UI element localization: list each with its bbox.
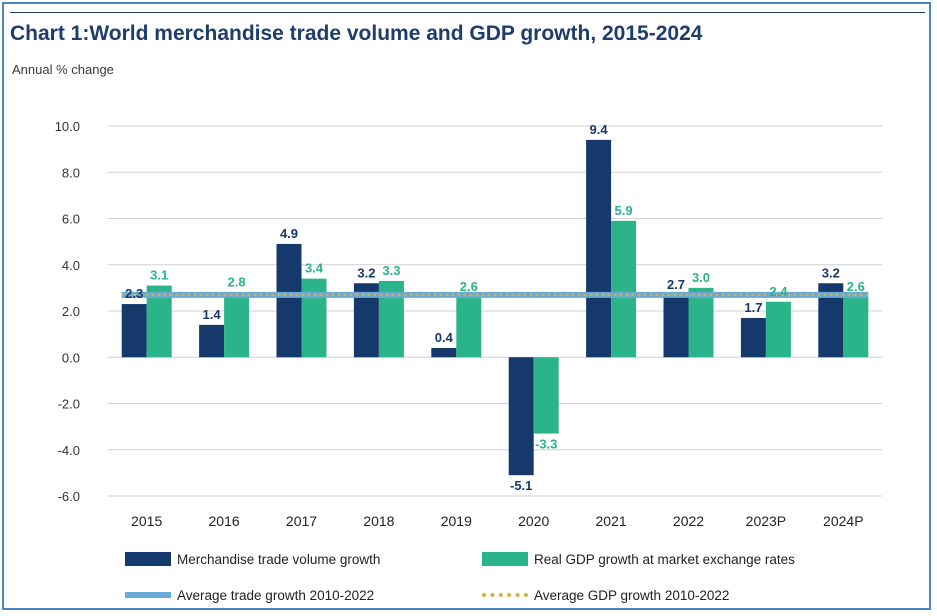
gdp-bar <box>843 297 869 358</box>
x-tick-label: 2018 <box>363 513 394 529</box>
legend-trade-label: Merchandise trade volume growth <box>177 551 381 567</box>
chart-subtitle: Annual % change <box>12 62 114 77</box>
legend-avg-trade: Average trade growth 2010-2022 <box>125 585 374 605</box>
y-tick-label: -6.0 <box>58 489 80 504</box>
trade-value-label: 2.7 <box>667 277 685 292</box>
grid-lines <box>108 125 882 497</box>
x-tick-label: 2022 <box>673 513 704 529</box>
gdp-value-label: 2.4 <box>769 284 788 299</box>
trade-bar <box>508 357 534 476</box>
x-axis-ticks: 2015 2016 2017 2018 2019 2020 2021 2022 2023P 202… <box>131 513 863 529</box>
gdp-value-label: 2.8 <box>228 275 246 290</box>
trade-value-label: 2.3 <box>125 286 143 301</box>
x-tick-label: 2021 <box>596 513 627 529</box>
trade-value-label: 0.4 <box>435 330 454 345</box>
data-labels: 2.3 3.1 1.4 2.8 4.9 3.4 3.2 3.3 0.4 2.6 -5.1 -3.3 9.… <box>125 122 865 493</box>
trade-value-label: 9.4 <box>590 122 609 137</box>
trade-value-label: 3.2 <box>822 265 840 280</box>
trade-bar <box>740 317 766 358</box>
trade-bar <box>586 139 612 358</box>
legend-trade-swatch <box>125 552 171 566</box>
trade-value-label: 1.7 <box>744 300 762 315</box>
gdp-bar <box>301 278 327 358</box>
legend-gdp-label: Real GDP growth at market exchange rates <box>534 551 795 567</box>
gdp-value-label: 3.3 <box>382 263 400 278</box>
y-tick-label: -4.0 <box>58 443 80 458</box>
gdp-value-label: 2.6 <box>847 279 865 294</box>
gdp-bar <box>688 287 714 358</box>
legend-avg-gdp-label: Average GDP growth 2010-2022 <box>534 587 730 603</box>
bars <box>121 139 869 476</box>
y-tick-label: -2.0 <box>58 397 80 412</box>
x-tick-label: 2020 <box>518 513 549 529</box>
trade-bar <box>431 348 457 358</box>
legend-trade: Merchandise trade volume growth <box>125 549 380 569</box>
chart-frame <box>2 2 931 610</box>
gdp-bar <box>765 301 791 358</box>
gdp-value-label: 3.0 <box>692 270 710 285</box>
x-tick-label: 2017 <box>286 513 317 529</box>
trade-bar <box>663 294 689 358</box>
x-tick-label: 2019 <box>441 513 472 529</box>
legend-avg-gdp-swatch <box>482 593 528 597</box>
x-tick-label: 2023P <box>746 513 786 529</box>
y-tick-label: 6.0 <box>62 212 80 227</box>
legend-avg-trade-swatch <box>125 592 171 598</box>
gdp-bar <box>533 357 559 434</box>
chart-title: Chart 1:World merchandise trade volume a… <box>10 22 703 45</box>
x-tick-label: 2024P <box>823 513 863 529</box>
trade-value-label: -5.1 <box>510 478 532 493</box>
gdp-bar <box>456 297 482 358</box>
gdp-value-label: 5.9 <box>615 203 633 218</box>
gdp-value-label: 3.1 <box>150 268 168 283</box>
trade-bar <box>276 243 302 358</box>
y-tick-label: 2.0 <box>62 304 80 319</box>
gdp-value-label: -3.3 <box>535 437 557 452</box>
trade-value-label: 4.9 <box>280 226 298 241</box>
y-tick-label: 10.0 <box>55 119 80 134</box>
legend-gdp: Real GDP growth at market exchange rates <box>482 549 795 569</box>
legend-avg-gdp: Average GDP growth 2010-2022 <box>482 585 729 605</box>
y-tick-label: 8.0 <box>62 165 80 180</box>
x-tick-label: 2015 <box>131 513 162 529</box>
trade-bar <box>121 304 147 358</box>
legend-gdp-swatch <box>482 552 528 566</box>
gdp-value-label: 3.4 <box>305 261 324 276</box>
x-tick-label: 2016 <box>209 513 240 529</box>
y-axis-ticks: -6.0 -4.0 -2.0 0.0 2.0 4.0 6.0 8.0 10.0 <box>55 119 80 504</box>
trade-bar <box>199 324 225 358</box>
y-tick-label: 4.0 <box>62 258 80 273</box>
y-tick-label: 0.0 <box>62 350 80 365</box>
legend-avg-trade-label: Average trade growth 2010-2022 <box>177 587 375 603</box>
top-rule <box>10 12 925 13</box>
gdp-bar <box>224 292 250 358</box>
trade-value-label: 1.4 <box>203 307 222 322</box>
gdp-value-label: 2.6 <box>460 279 478 294</box>
gdp-bar <box>611 220 637 358</box>
trade-value-label: 3.2 <box>357 265 375 280</box>
